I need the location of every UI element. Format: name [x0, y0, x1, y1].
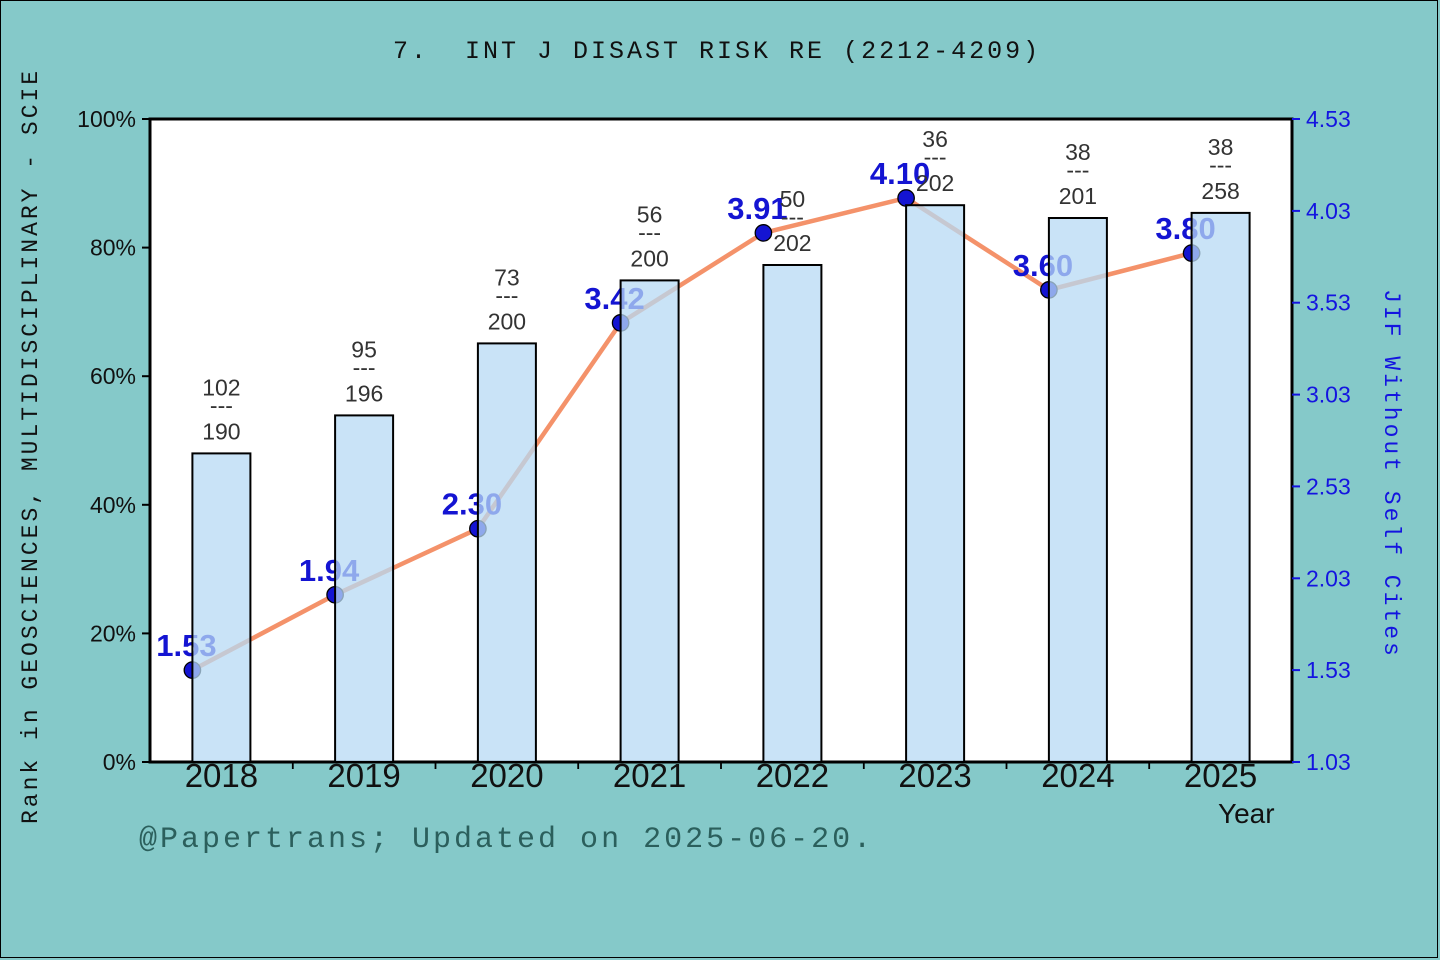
svg-text:2019: 2019	[327, 757, 400, 794]
svg-text:---: ---	[1209, 152, 1232, 178]
svg-text:3.91: 3.91	[727, 191, 787, 226]
svg-text:202: 202	[916, 170, 954, 196]
svg-text:202: 202	[773, 230, 811, 256]
svg-text:2022: 2022	[756, 757, 829, 794]
svg-text:4.03: 4.03	[1306, 198, 1351, 224]
svg-text:---: ---	[1066, 157, 1089, 183]
svg-text:200: 200	[488, 308, 526, 334]
svg-text:258: 258	[1201, 178, 1239, 204]
svg-text:80%: 80%	[90, 235, 136, 261]
svg-text:1.03: 1.03	[1306, 749, 1351, 775]
svg-text:3.03: 3.03	[1306, 382, 1351, 408]
svg-text:190: 190	[202, 418, 240, 444]
svg-text:40%: 40%	[90, 492, 136, 518]
svg-text:100%: 100%	[77, 106, 136, 132]
svg-text:4.53: 4.53	[1306, 106, 1351, 132]
svg-text:60%: 60%	[90, 363, 136, 389]
svg-text:20%: 20%	[90, 620, 136, 646]
svg-text:2018: 2018	[185, 757, 258, 794]
svg-text:---: ---	[495, 282, 518, 308]
svg-text:2021: 2021	[613, 757, 686, 794]
svg-text:196: 196	[345, 380, 383, 406]
svg-text:201: 201	[1059, 183, 1097, 209]
svg-text:200: 200	[630, 245, 668, 271]
svg-text:3.53: 3.53	[1306, 290, 1351, 316]
svg-text:2024: 2024	[1041, 757, 1114, 794]
svg-text:2.03: 2.03	[1306, 565, 1351, 591]
svg-text:2023: 2023	[898, 757, 971, 794]
svg-text:2.53: 2.53	[1306, 473, 1351, 499]
svg-text:---: ---	[210, 392, 233, 418]
svg-text:---: ---	[638, 219, 661, 245]
svg-text:2025: 2025	[1184, 757, 1257, 794]
svg-text:1.53: 1.53	[1306, 657, 1351, 683]
svg-text:---: ---	[924, 144, 947, 170]
svg-text:---: ---	[353, 354, 376, 380]
svg-text:---: ---	[781, 204, 804, 230]
svg-text:0%: 0%	[103, 749, 136, 775]
svg-text:2020: 2020	[470, 757, 543, 794]
